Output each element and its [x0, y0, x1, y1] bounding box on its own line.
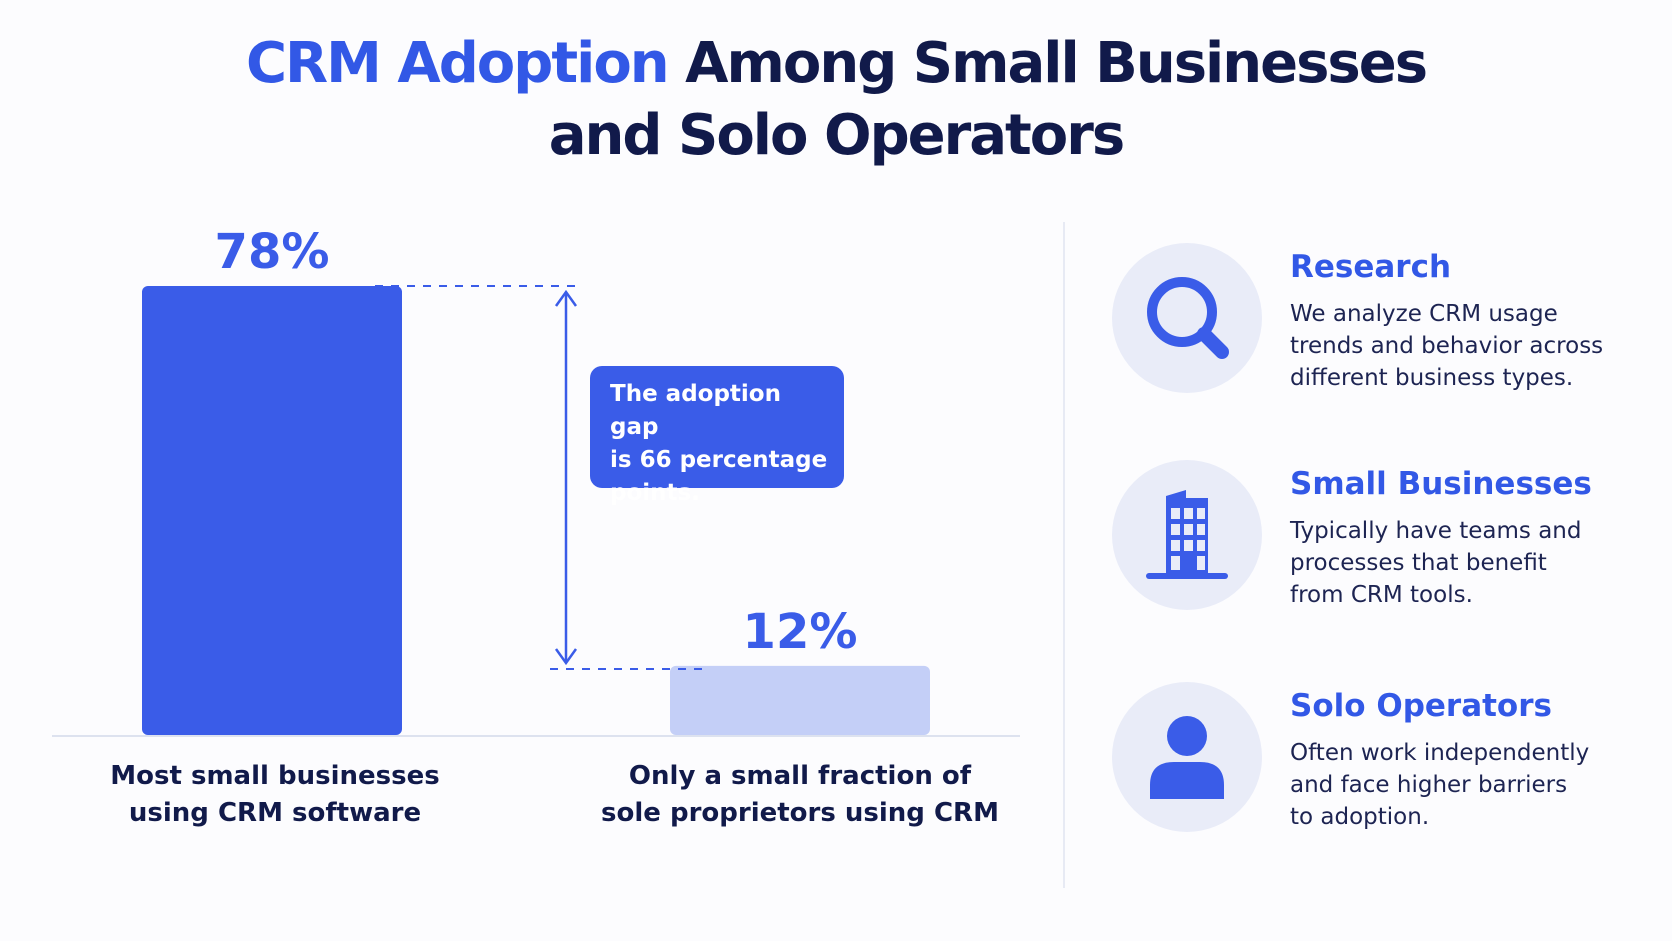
info-solo-operators: Solo Operators Often work independently …: [1112, 682, 1652, 832]
category-label-line: using CRM software: [128, 798, 422, 828]
bar-value-label: 78%: [215, 224, 330, 280]
callout-line-1: The adoption gap: [610, 381, 781, 440]
category-label-small-businesses: Most small businesses using CRM software: [55, 758, 495, 832]
info-line: processes that benefit: [1290, 550, 1547, 576]
info-line: We analyze CRM usage: [1290, 301, 1558, 327]
gap-arrow-head-down: [554, 648, 578, 666]
title-accent: CRM Adoption: [245, 31, 670, 96]
info-title: Research: [1290, 249, 1452, 285]
gap-arrow-head-up: [554, 289, 578, 307]
gap-callout: The adoption gap is 66 percentage points…: [590, 366, 844, 506]
info-line: from CRM tools.: [1290, 582, 1473, 608]
info-research: Research We analyze CRM usage trends and…: [1112, 243, 1652, 393]
category-label-line: sole proprietors using CRM: [601, 798, 999, 828]
info-title: Solo Operators: [1290, 688, 1552, 724]
callout-line-2: is 66 percentage: [610, 447, 828, 473]
info-line: Often work independently: [1290, 740, 1590, 766]
category-label-line: Only a small fraction of: [628, 761, 972, 791]
icon-circle: [1112, 682, 1262, 832]
icon-circle: [1112, 243, 1262, 393]
bar-sole-proprietors: [670, 665, 930, 735]
bar-small-businesses: [142, 286, 402, 735]
info-line: and face higher barriers: [1290, 772, 1568, 798]
bar-value-label: 12%: [743, 604, 858, 660]
title-line-1: CRM Adoption Among Small Businesses: [0, 28, 1672, 100]
info-line: Typically have teams and: [1290, 518, 1582, 544]
info-description: Typically have teams and processes that …: [1290, 515, 1630, 611]
info-description: We analyze CRM usage trends and behavior…: [1290, 298, 1630, 394]
search-icon: [1147, 277, 1229, 359]
info-title: Small Businesses: [1290, 466, 1592, 502]
info-line: different business types.: [1290, 365, 1574, 391]
section-divider: [1063, 222, 1065, 888]
info-small-businesses: Small Businesses Typically have teams an…: [1112, 460, 1652, 610]
info-description: Often work independently and face higher…: [1290, 737, 1630, 833]
title-rest: Among Small Businesses: [685, 31, 1428, 96]
callout-line-3: points.: [610, 480, 700, 506]
icon-circle: [1112, 460, 1262, 610]
info-line: trends and behavior across: [1290, 333, 1604, 359]
person-icon: [1150, 716, 1224, 799]
category-label-line: Most small businesses: [110, 761, 440, 791]
building-icon: [1146, 490, 1228, 579]
info-line: to adoption.: [1290, 804, 1430, 830]
category-label-sole-proprietors: Only a small fraction of sole proprietor…: [580, 758, 1020, 832]
page-title: CRM Adoption Among Small Businesses and …: [0, 28, 1672, 172]
title-line-2: and Solo Operators: [548, 103, 1125, 168]
